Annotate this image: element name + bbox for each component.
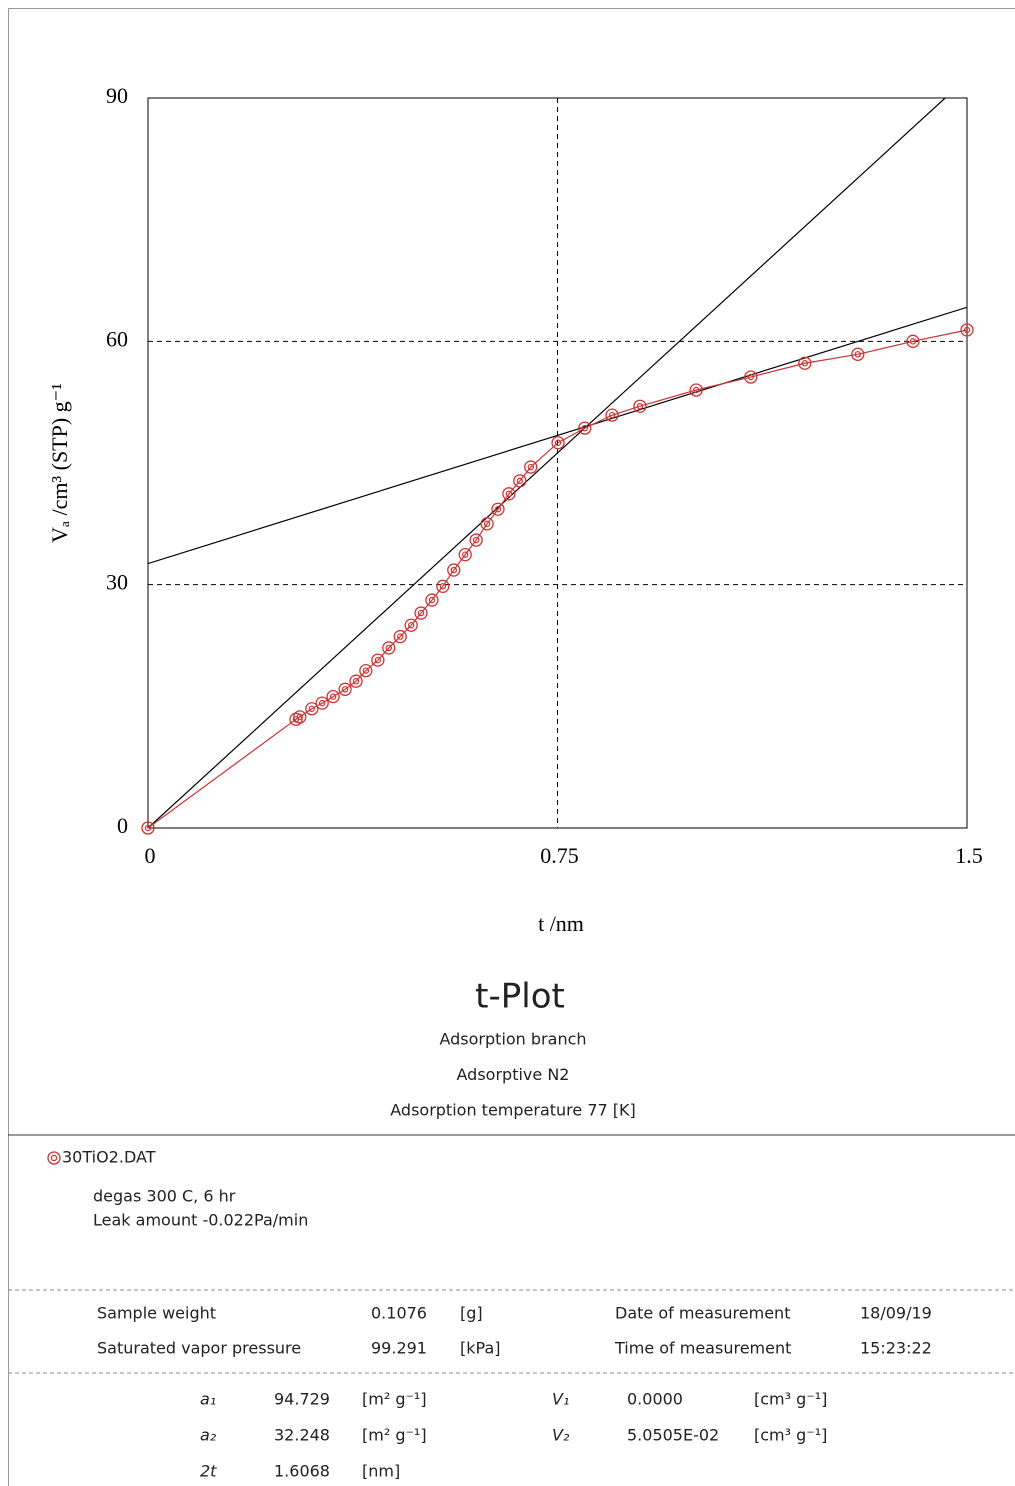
condition: degas 300 C, 6 hr bbox=[93, 1187, 236, 1206]
result-cell: 94.729 bbox=[274, 1390, 330, 1409]
result-cell: 0.0000 bbox=[627, 1390, 683, 1409]
y-tick-label: 0 bbox=[117, 813, 128, 838]
result-cell: a₁ bbox=[200, 1390, 216, 1409]
fit-line bbox=[148, 98, 945, 828]
result-cell: V₁ bbox=[552, 1390, 569, 1409]
y-tick-label: 60 bbox=[106, 326, 128, 351]
result-cell: [m² g⁻¹] bbox=[362, 1426, 427, 1445]
result-cell: 1.6068 bbox=[274, 1462, 330, 1481]
sample-cell: [g] bbox=[460, 1304, 483, 1323]
report-page: 0 30 60 90 0 0.75 1.5 t /nm Vₐ /cm³ (STP) g⁻¹ t-P… bbox=[0, 0, 1015, 1486]
x-tick-label: 0 bbox=[145, 843, 156, 868]
result-cell: 32.248 bbox=[274, 1426, 330, 1445]
result-cell: 5.0505E-02 bbox=[627, 1426, 719, 1445]
x-axis-label: t /nm bbox=[538, 911, 584, 936]
result-cell: 2t bbox=[200, 1462, 217, 1481]
sample-cell: 0.1076 bbox=[371, 1304, 427, 1323]
x-tick-label: 0.75 bbox=[540, 843, 579, 868]
y-axis-label: Vₐ /cm³ (STP) g⁻¹ bbox=[47, 383, 72, 543]
y-tick-label: 90 bbox=[106, 83, 128, 108]
legend-label: 30TiO2.DAT bbox=[62, 1148, 156, 1167]
sample-cell: Sample weight bbox=[97, 1304, 216, 1323]
sample-cell: Saturated vapor pressure bbox=[97, 1339, 301, 1358]
sample-cell: 99.291 bbox=[371, 1339, 427, 1358]
legend-marker bbox=[48, 1152, 60, 1164]
result-cell: [cm³ g⁻¹] bbox=[754, 1426, 827, 1445]
sample-cell: [kPa] bbox=[460, 1339, 500, 1358]
legend-marker bbox=[51, 1155, 56, 1160]
chart-subtitle: Adsorption branch bbox=[439, 1030, 586, 1049]
sample-cell: 18/09/19 bbox=[860, 1304, 932, 1323]
chart-subtitle: Adsorptive N2 bbox=[457, 1065, 570, 1084]
x-tick-label: 1.5 bbox=[955, 843, 983, 868]
result-cell: [cm³ g⁻¹] bbox=[754, 1390, 827, 1409]
condition: Leak amount -0.022Pa/min bbox=[93, 1211, 308, 1230]
result-cell: a₂ bbox=[200, 1426, 217, 1445]
result-cell: V₂ bbox=[552, 1426, 570, 1445]
sample-cell: Date of measurement bbox=[615, 1304, 790, 1323]
chart-subtitle: Adsorption temperature 77 [K] bbox=[390, 1101, 636, 1120]
result-cell: [nm] bbox=[362, 1462, 400, 1481]
y-tick-label: 30 bbox=[106, 570, 128, 595]
sample-cell: 15:23:22 bbox=[860, 1339, 932, 1358]
chart-title: t-Plot bbox=[475, 977, 565, 1017]
sample-cell: Time of measurement bbox=[614, 1339, 791, 1358]
result-cell: [m² g⁻¹] bbox=[362, 1390, 427, 1409]
page-frame bbox=[9, 9, 1015, 1486]
